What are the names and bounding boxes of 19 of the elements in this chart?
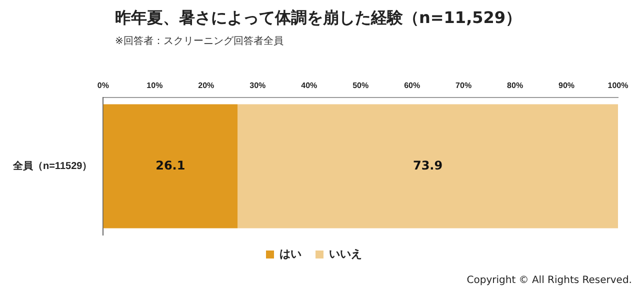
x-tick-label: 90% xyxy=(558,81,575,90)
x-tick-label: 20% xyxy=(198,81,214,90)
legend-label: はい xyxy=(280,248,302,261)
legend-label: いいえ xyxy=(329,248,362,261)
data-label: 73.9 xyxy=(412,158,443,172)
x-tick-label: 50% xyxy=(352,81,369,90)
text: Copyright © All Rights Reserved. xyxy=(466,275,632,286)
data-label: 26.1 xyxy=(156,158,186,172)
x-tick-label: 70% xyxy=(456,81,472,90)
x-tick-label: 80% xyxy=(507,81,524,90)
x-tick-label: 10% xyxy=(146,81,163,90)
x-tick-label: 100% xyxy=(608,81,628,90)
x-tick-label: 0% xyxy=(97,81,109,90)
x-tick-label: 60% xyxy=(404,81,420,90)
y-tick-label: 全員（n=11529） xyxy=(12,160,92,172)
chart-subtitle: ※回答者：スクリーニング回答者全員 xyxy=(115,34,284,48)
x-tick-label: 40% xyxy=(301,81,318,90)
x-tick-label: 30% xyxy=(250,81,266,90)
chart-title: 昨年夏、暑さによって体調を崩した経験（n=11,529） xyxy=(115,8,522,29)
